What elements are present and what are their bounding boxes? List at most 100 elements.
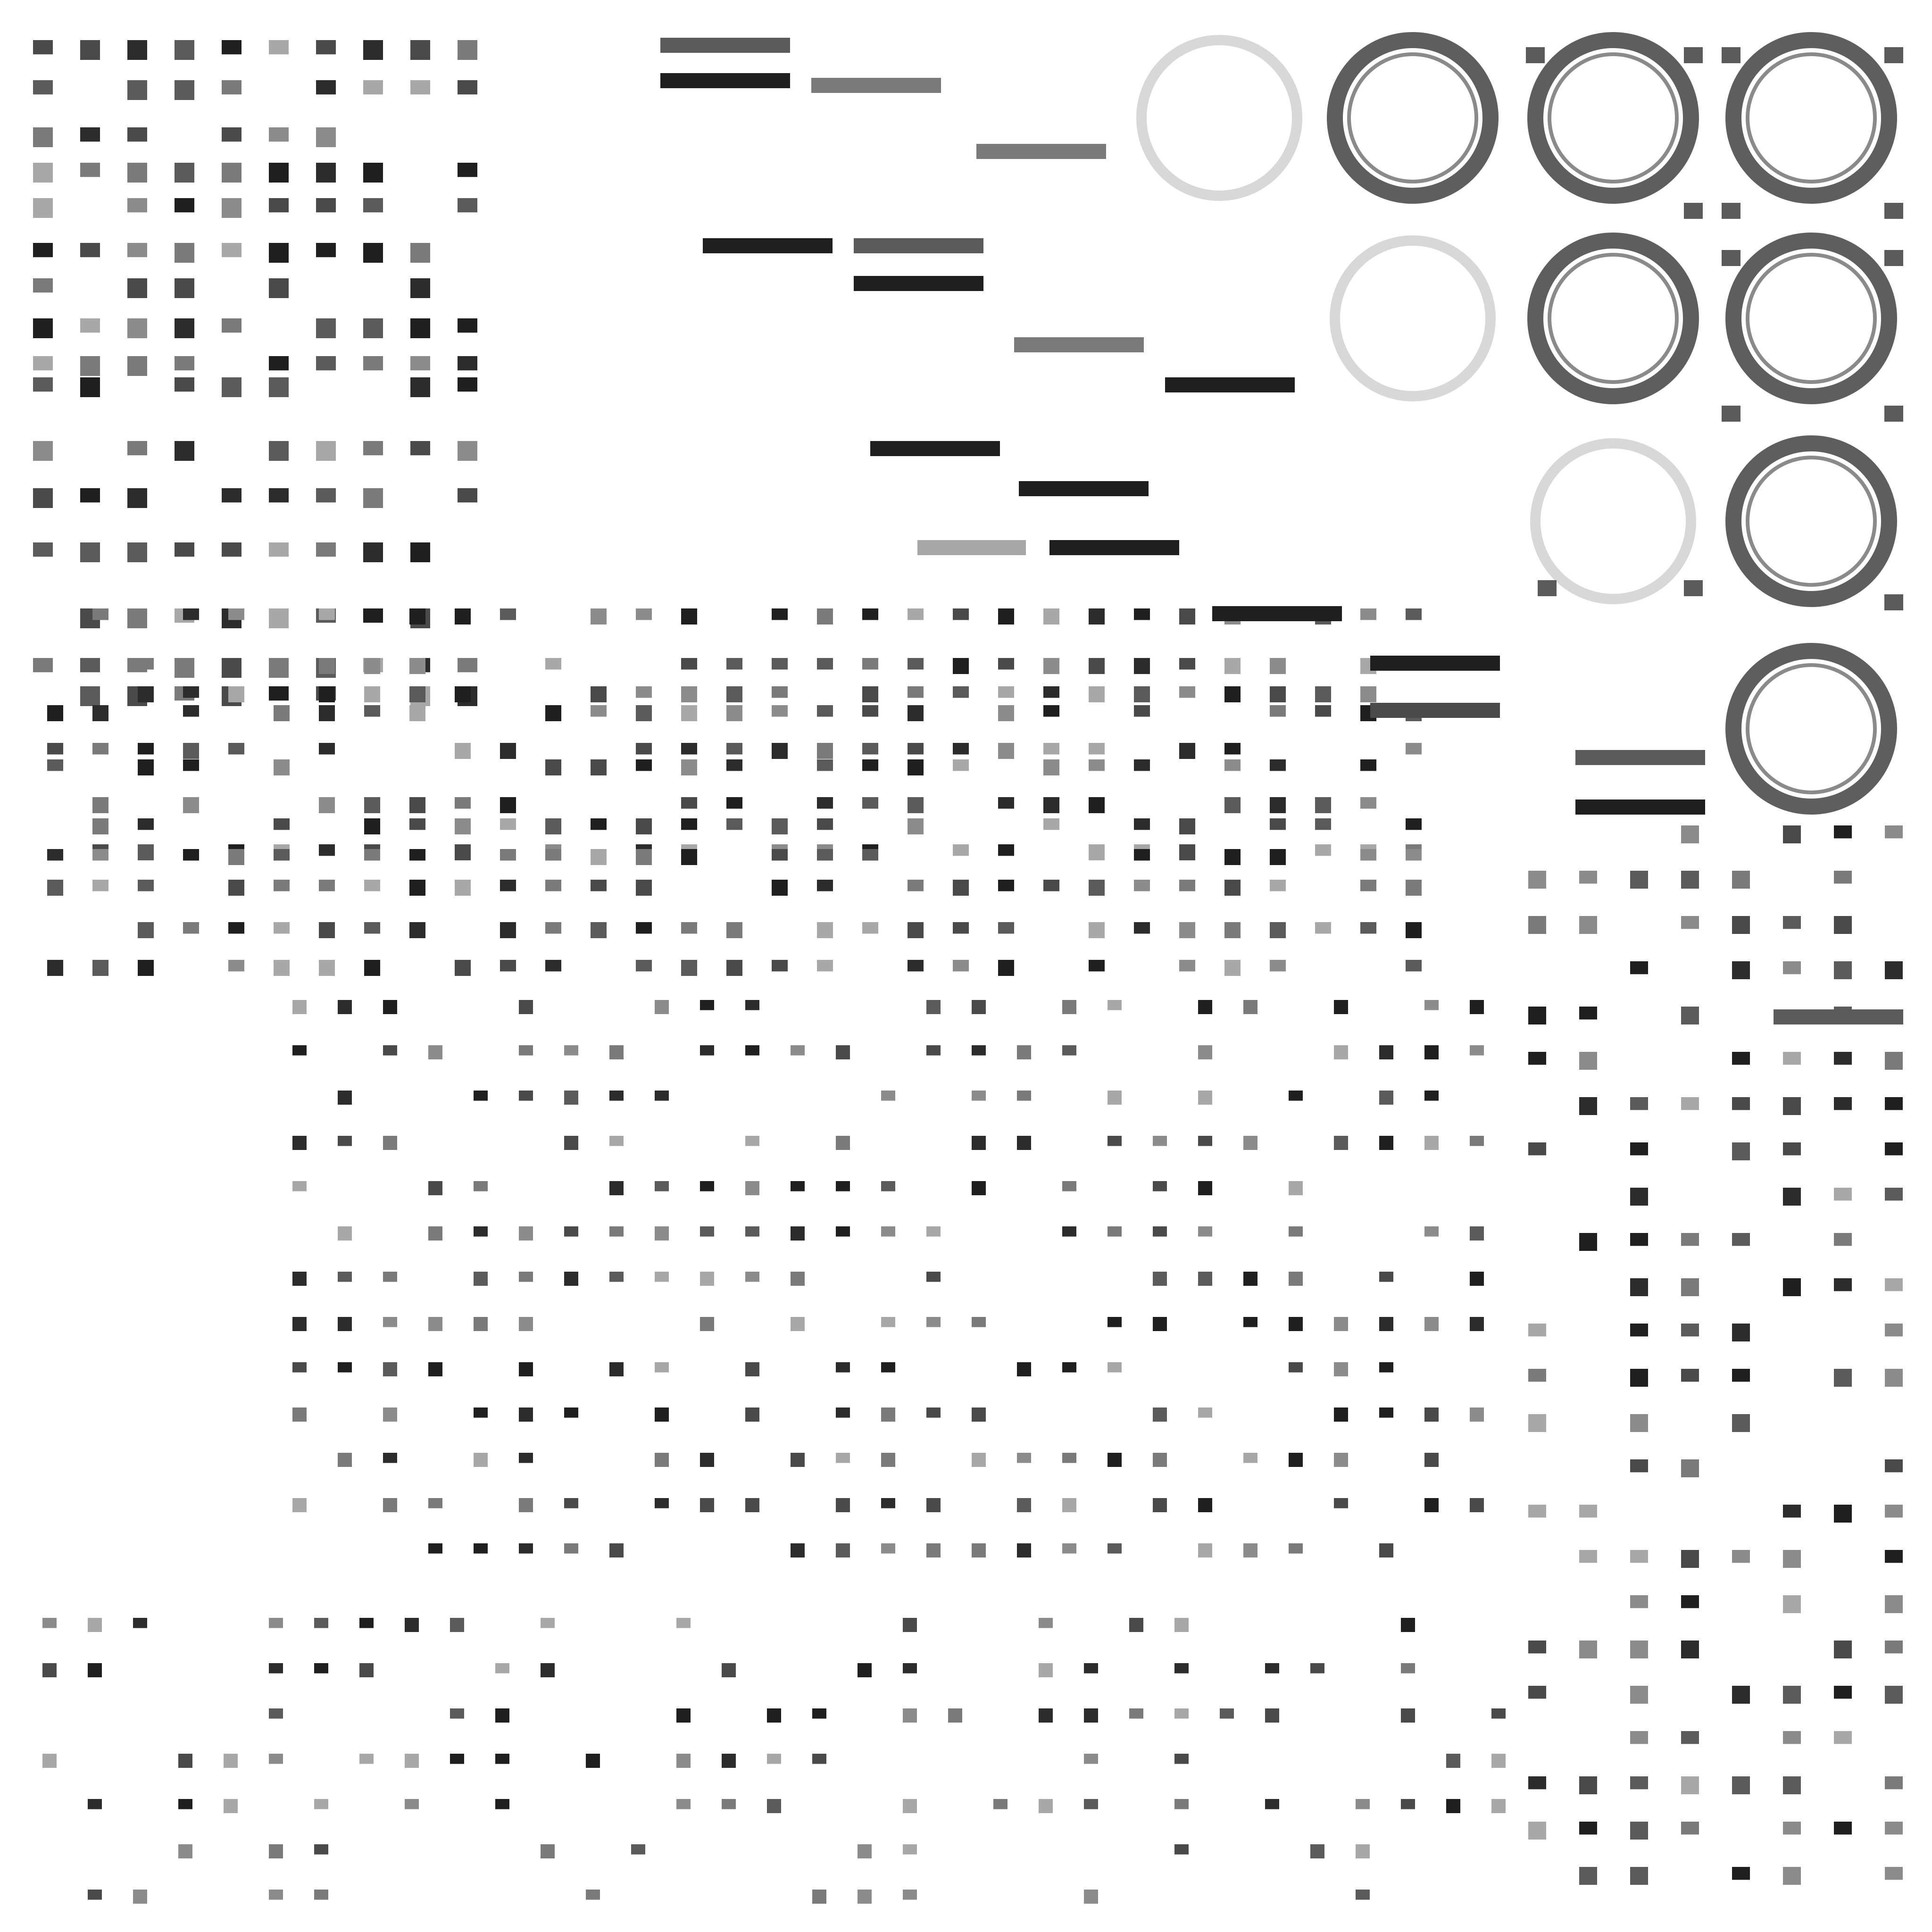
atlas-tile <box>767 1708 781 1723</box>
atlas-tile <box>881 1362 895 1373</box>
atlas-tile <box>33 80 53 95</box>
atlas-tile <box>1528 1641 1546 1654</box>
atlas-tile <box>1681 825 1699 843</box>
atlas-tile <box>319 686 335 702</box>
atlas-tile <box>1043 880 1059 891</box>
atlas-tile <box>1134 658 1150 674</box>
atlas-tile <box>409 658 425 674</box>
atlas-tile <box>1224 922 1241 938</box>
atlas-tile <box>908 960 924 972</box>
atlas-tile <box>363 40 383 60</box>
atlas-tile <box>409 797 425 813</box>
atlas-bar <box>976 144 1106 159</box>
atlas-tile <box>455 686 471 702</box>
atlas-tile <box>591 849 607 865</box>
atlas-tile <box>862 608 878 620</box>
atlas-corner-marker <box>1684 203 1703 219</box>
atlas-tile <box>591 880 607 891</box>
atlas-tile <box>1834 871 1852 884</box>
atlas-tile <box>80 377 100 397</box>
atlas-tile <box>926 1498 941 1512</box>
atlas-tile <box>1681 1776 1699 1794</box>
atlas-tile <box>1174 1754 1189 1764</box>
atlas-tile <box>314 1844 328 1855</box>
atlas-tile <box>495 1663 509 1674</box>
atlas-tile <box>178 1754 192 1768</box>
atlas-tile <box>127 318 147 338</box>
atlas-tile <box>1885 825 1903 839</box>
atlas-tile <box>609 1226 624 1237</box>
atlas-tile <box>1783 1776 1801 1794</box>
atlas-tile <box>1084 1754 1098 1764</box>
atlas-tile <box>316 356 336 371</box>
atlas-tile <box>316 488 336 503</box>
atlas-tile <box>903 1708 917 1723</box>
atlas-tile <box>364 705 380 717</box>
atlas-tile <box>836 1362 850 1373</box>
atlas-tile <box>1356 1890 1370 1900</box>
atlas-tile <box>450 1708 464 1719</box>
atlas-tile <box>545 818 561 834</box>
atlas-tile <box>1834 916 1852 934</box>
atlas-tile <box>1174 1708 1189 1719</box>
atlas-tile <box>80 40 100 60</box>
atlas-tile <box>1315 922 1331 934</box>
atlas-tile <box>881 1407 895 1422</box>
atlas-tile <box>80 318 100 333</box>
atlas-tile <box>681 743 697 755</box>
atlas-tile <box>700 1181 714 1191</box>
atlas-tile <box>926 1226 941 1237</box>
atlas-tile <box>383 1000 397 1014</box>
atlas-tile <box>314 1663 328 1674</box>
atlas-tile <box>1579 1052 1597 1070</box>
atlas-bar <box>1019 481 1149 496</box>
atlas-tile <box>1528 1414 1546 1432</box>
atlas-ring-inner <box>1347 52 1478 183</box>
atlas-tile <box>127 243 147 258</box>
atlas-tile <box>817 759 833 771</box>
atlas-tile <box>1270 686 1286 702</box>
atlas-tile <box>545 880 561 891</box>
atlas-tile <box>812 1754 826 1764</box>
atlas-tile <box>998 608 1014 625</box>
atlas-tile <box>1630 1097 1648 1110</box>
atlas-tile <box>33 198 53 218</box>
atlas-tile <box>428 1317 442 1331</box>
atlas-tile <box>138 922 154 938</box>
atlas-ring-sprites <box>1136 32 1903 815</box>
atlas-tile <box>428 1226 442 1241</box>
atlas-tile <box>363 318 383 338</box>
atlas-tile <box>409 686 425 702</box>
atlas-bar-strips <box>660 38 1903 1024</box>
atlas-tile <box>745 1136 759 1146</box>
atlas-tile <box>681 922 697 934</box>
atlas-tile <box>80 127 100 142</box>
atlas-tile <box>428 1362 442 1376</box>
atlas-tile <box>1243 1272 1257 1286</box>
atlas-tile <box>926 1000 941 1014</box>
atlas-tile <box>1834 961 1852 979</box>
atlas-tile <box>1198 1407 1212 1418</box>
atlas-tile <box>1334 1498 1348 1508</box>
atlas-tile <box>92 880 108 891</box>
atlas-tile <box>1579 1641 1597 1658</box>
atlas-tile <box>836 1498 850 1512</box>
atlas-tile <box>676 1618 691 1628</box>
atlas-tile <box>564 1543 578 1554</box>
atlas-tile <box>1043 658 1059 674</box>
atlas-tile <box>1732 1324 1750 1341</box>
atlas-tile <box>1289 1543 1303 1554</box>
atlas-bar <box>1014 337 1144 352</box>
atlas-tile <box>972 1091 986 1101</box>
atlas-tile <box>1424 1407 1439 1422</box>
atlas-corner-marker <box>1526 47 1545 63</box>
atlas-tile <box>383 1362 397 1376</box>
atlas-tile <box>175 198 194 213</box>
atlas-tile <box>364 818 380 834</box>
atlas-tile <box>1834 1822 1852 1835</box>
atlas-tile <box>222 377 242 397</box>
atlas-tile <box>364 797 380 813</box>
atlas-tile <box>817 705 833 717</box>
atlas-tile <box>519 1317 533 1331</box>
